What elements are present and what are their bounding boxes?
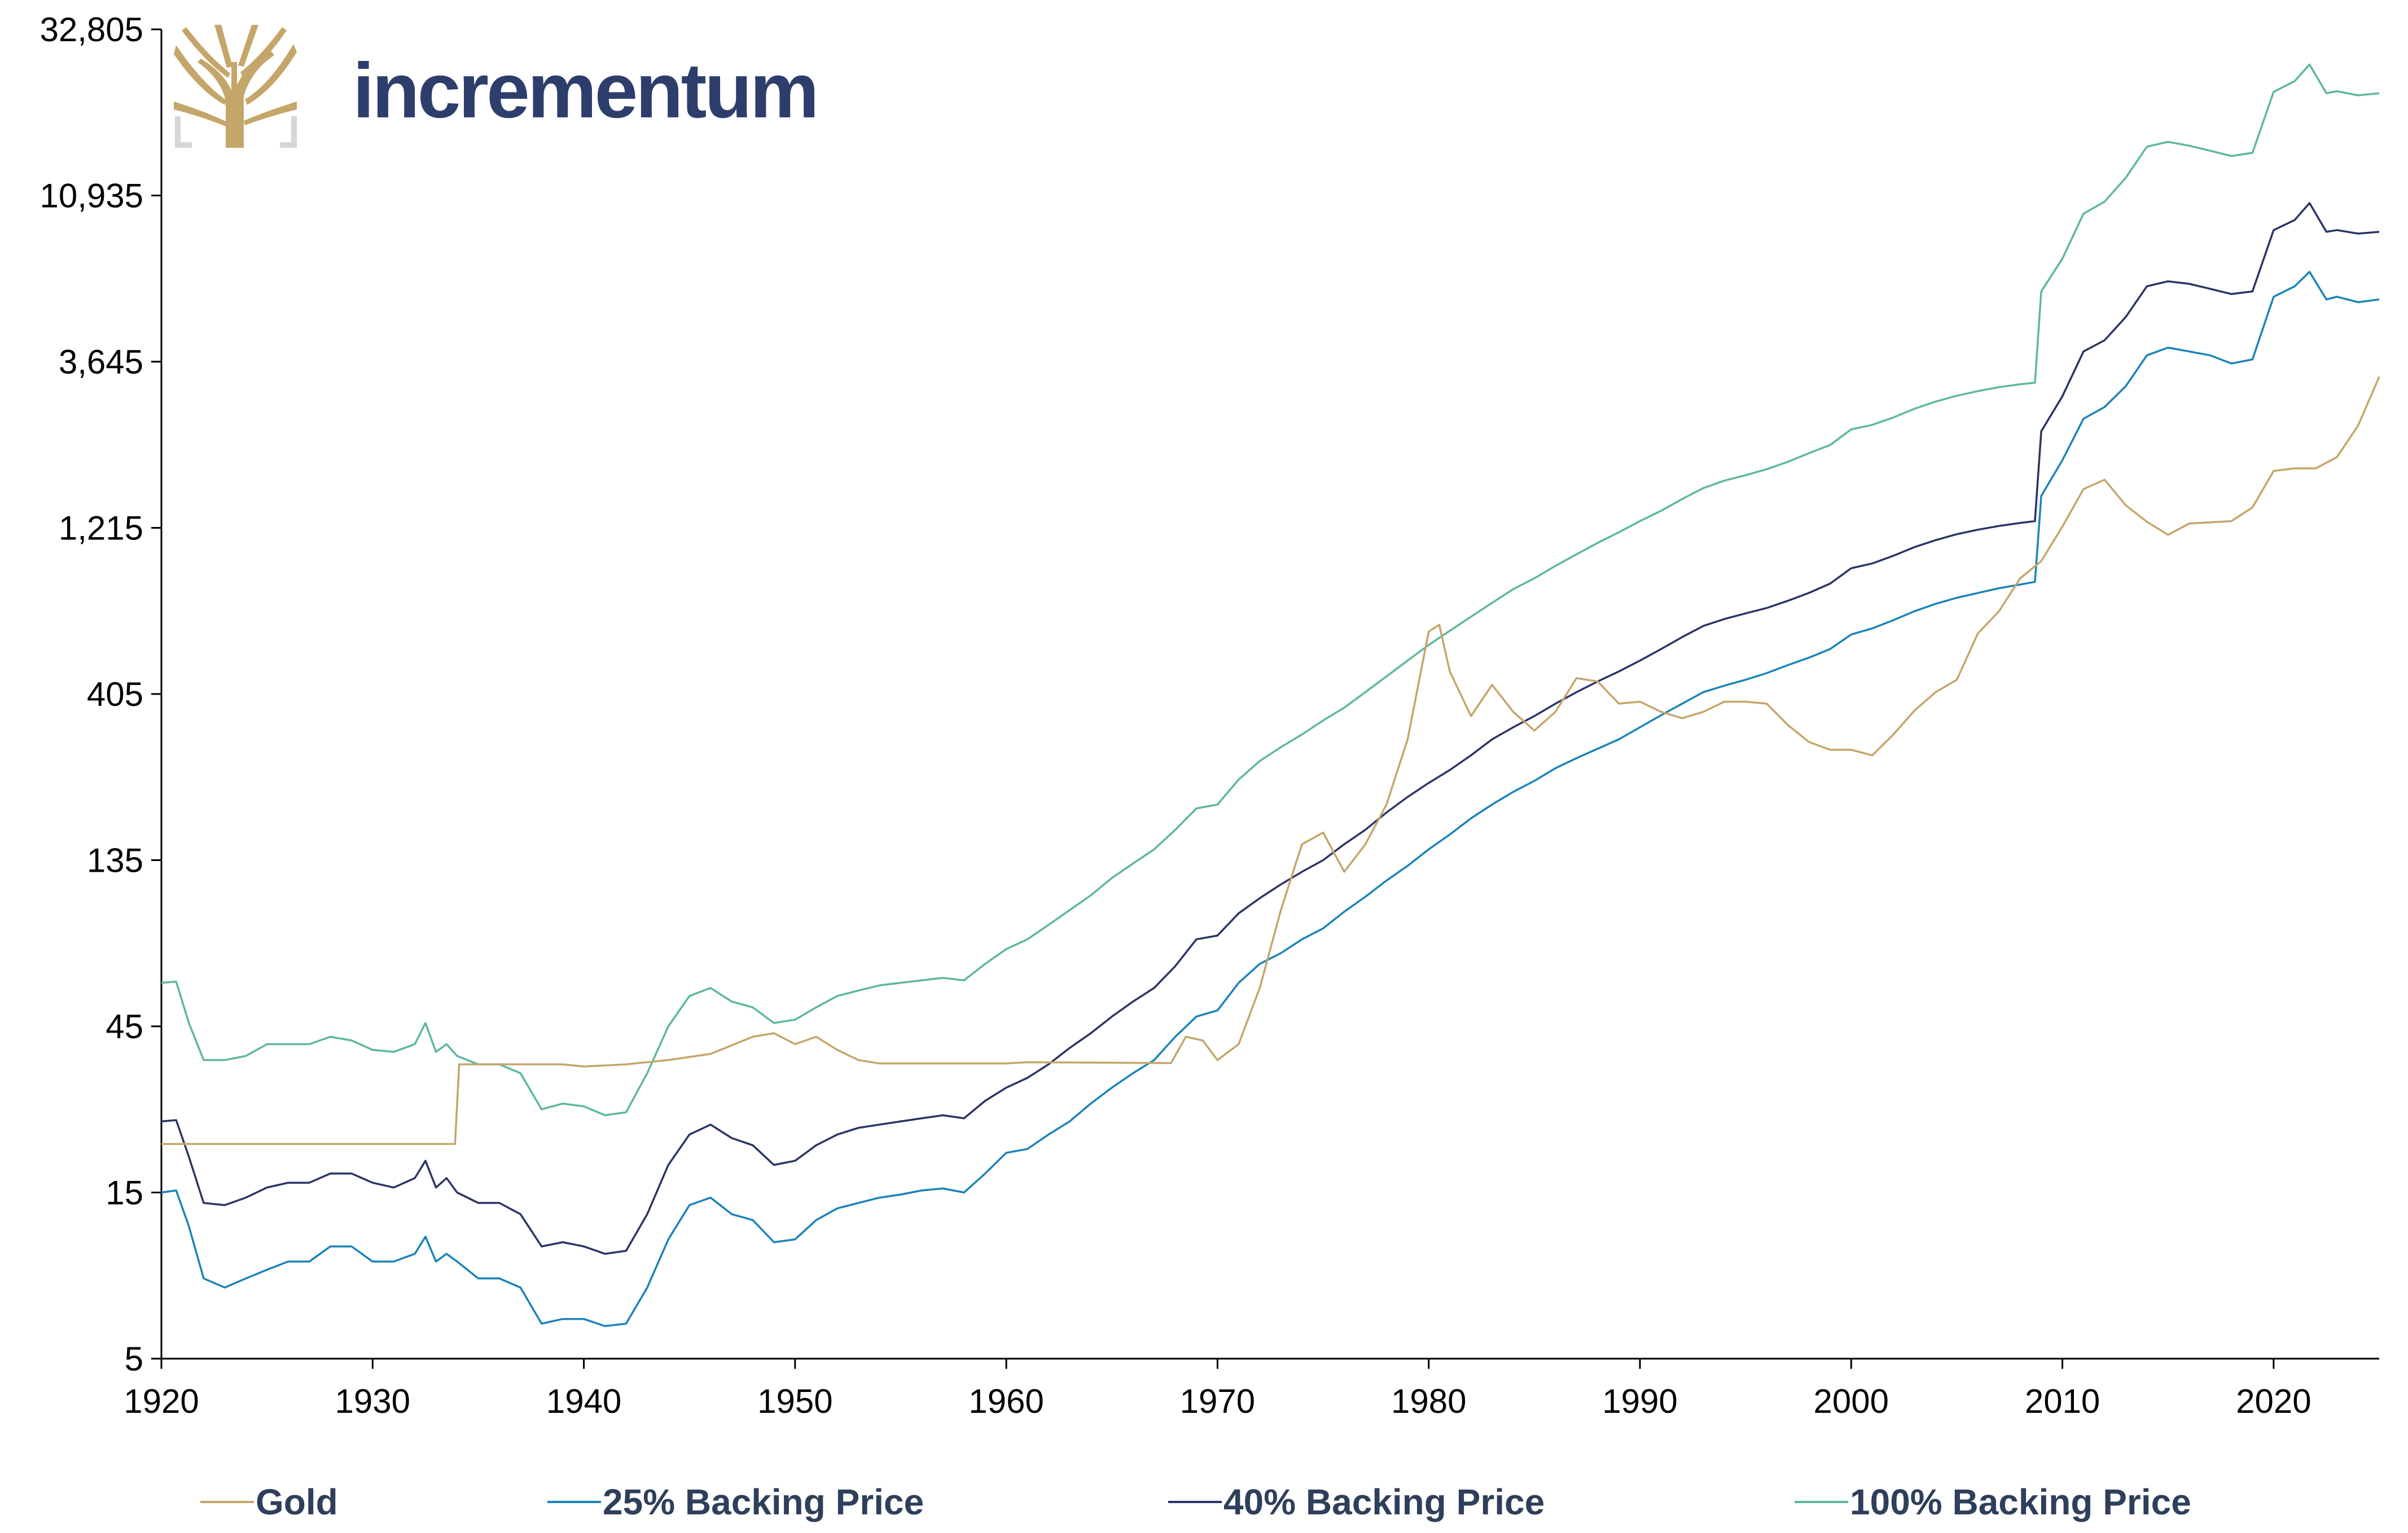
tree-icon — [174, 25, 297, 148]
x-tick-label: 1990 — [1602, 1382, 1677, 1420]
x-tick-label: 2010 — [2025, 1382, 2100, 1420]
brand-logo: incrementum — [174, 25, 819, 148]
y-tick-label: 10,935 — [40, 177, 143, 215]
legend-label-40-backing-price: 40% Backing Price — [1223, 1482, 1545, 1522]
x-tick-label: 1930 — [335, 1382, 410, 1420]
x-tick-label: 2000 — [1814, 1382, 1889, 1420]
x-tick-label: 2020 — [2236, 1382, 2311, 1420]
series-line-gold — [161, 376, 2380, 1145]
legend: Gold 25% Backing Price 40% Backing Price 10… — [200, 1482, 2191, 1522]
x-tick-label: 1970 — [1180, 1382, 1255, 1420]
x-tick-label: 1950 — [757, 1382, 832, 1420]
y-tick-label: 1,215 — [59, 509, 143, 547]
series-line-40-backing-price — [161, 202, 2380, 1255]
y-tick-label: 45 — [106, 1008, 143, 1046]
x-tick-label: 1980 — [1391, 1382, 1466, 1420]
y-tick-label: 135 — [87, 842, 143, 880]
legend-label-100-backing-price: 100% Backing Price — [1850, 1482, 2191, 1522]
axes: 5 15 45 135 405 1,215 3,645 10,935 32,805 1920 193… — [40, 11, 2379, 1420]
legend-label-25-backing-price: 25% Backing Price — [603, 1482, 924, 1522]
y-tick-label: 405 — [87, 675, 143, 713]
y-tick-label: 3,645 — [59, 343, 143, 381]
plot-area — [161, 63, 2380, 1328]
brand-name: incrementum — [353, 47, 817, 134]
series-line-25-backing-price — [161, 271, 2380, 1328]
x-tick-label: 1940 — [546, 1382, 621, 1420]
y-tick-label: 15 — [106, 1174, 143, 1212]
legend-label-gold: Gold — [256, 1482, 338, 1522]
x-tick-label: 1920 — [124, 1382, 199, 1420]
y-tick-label: 32,805 — [40, 11, 143, 49]
x-tick-label: 1960 — [968, 1382, 1043, 1420]
y-tick-label: 5 — [125, 1340, 143, 1378]
